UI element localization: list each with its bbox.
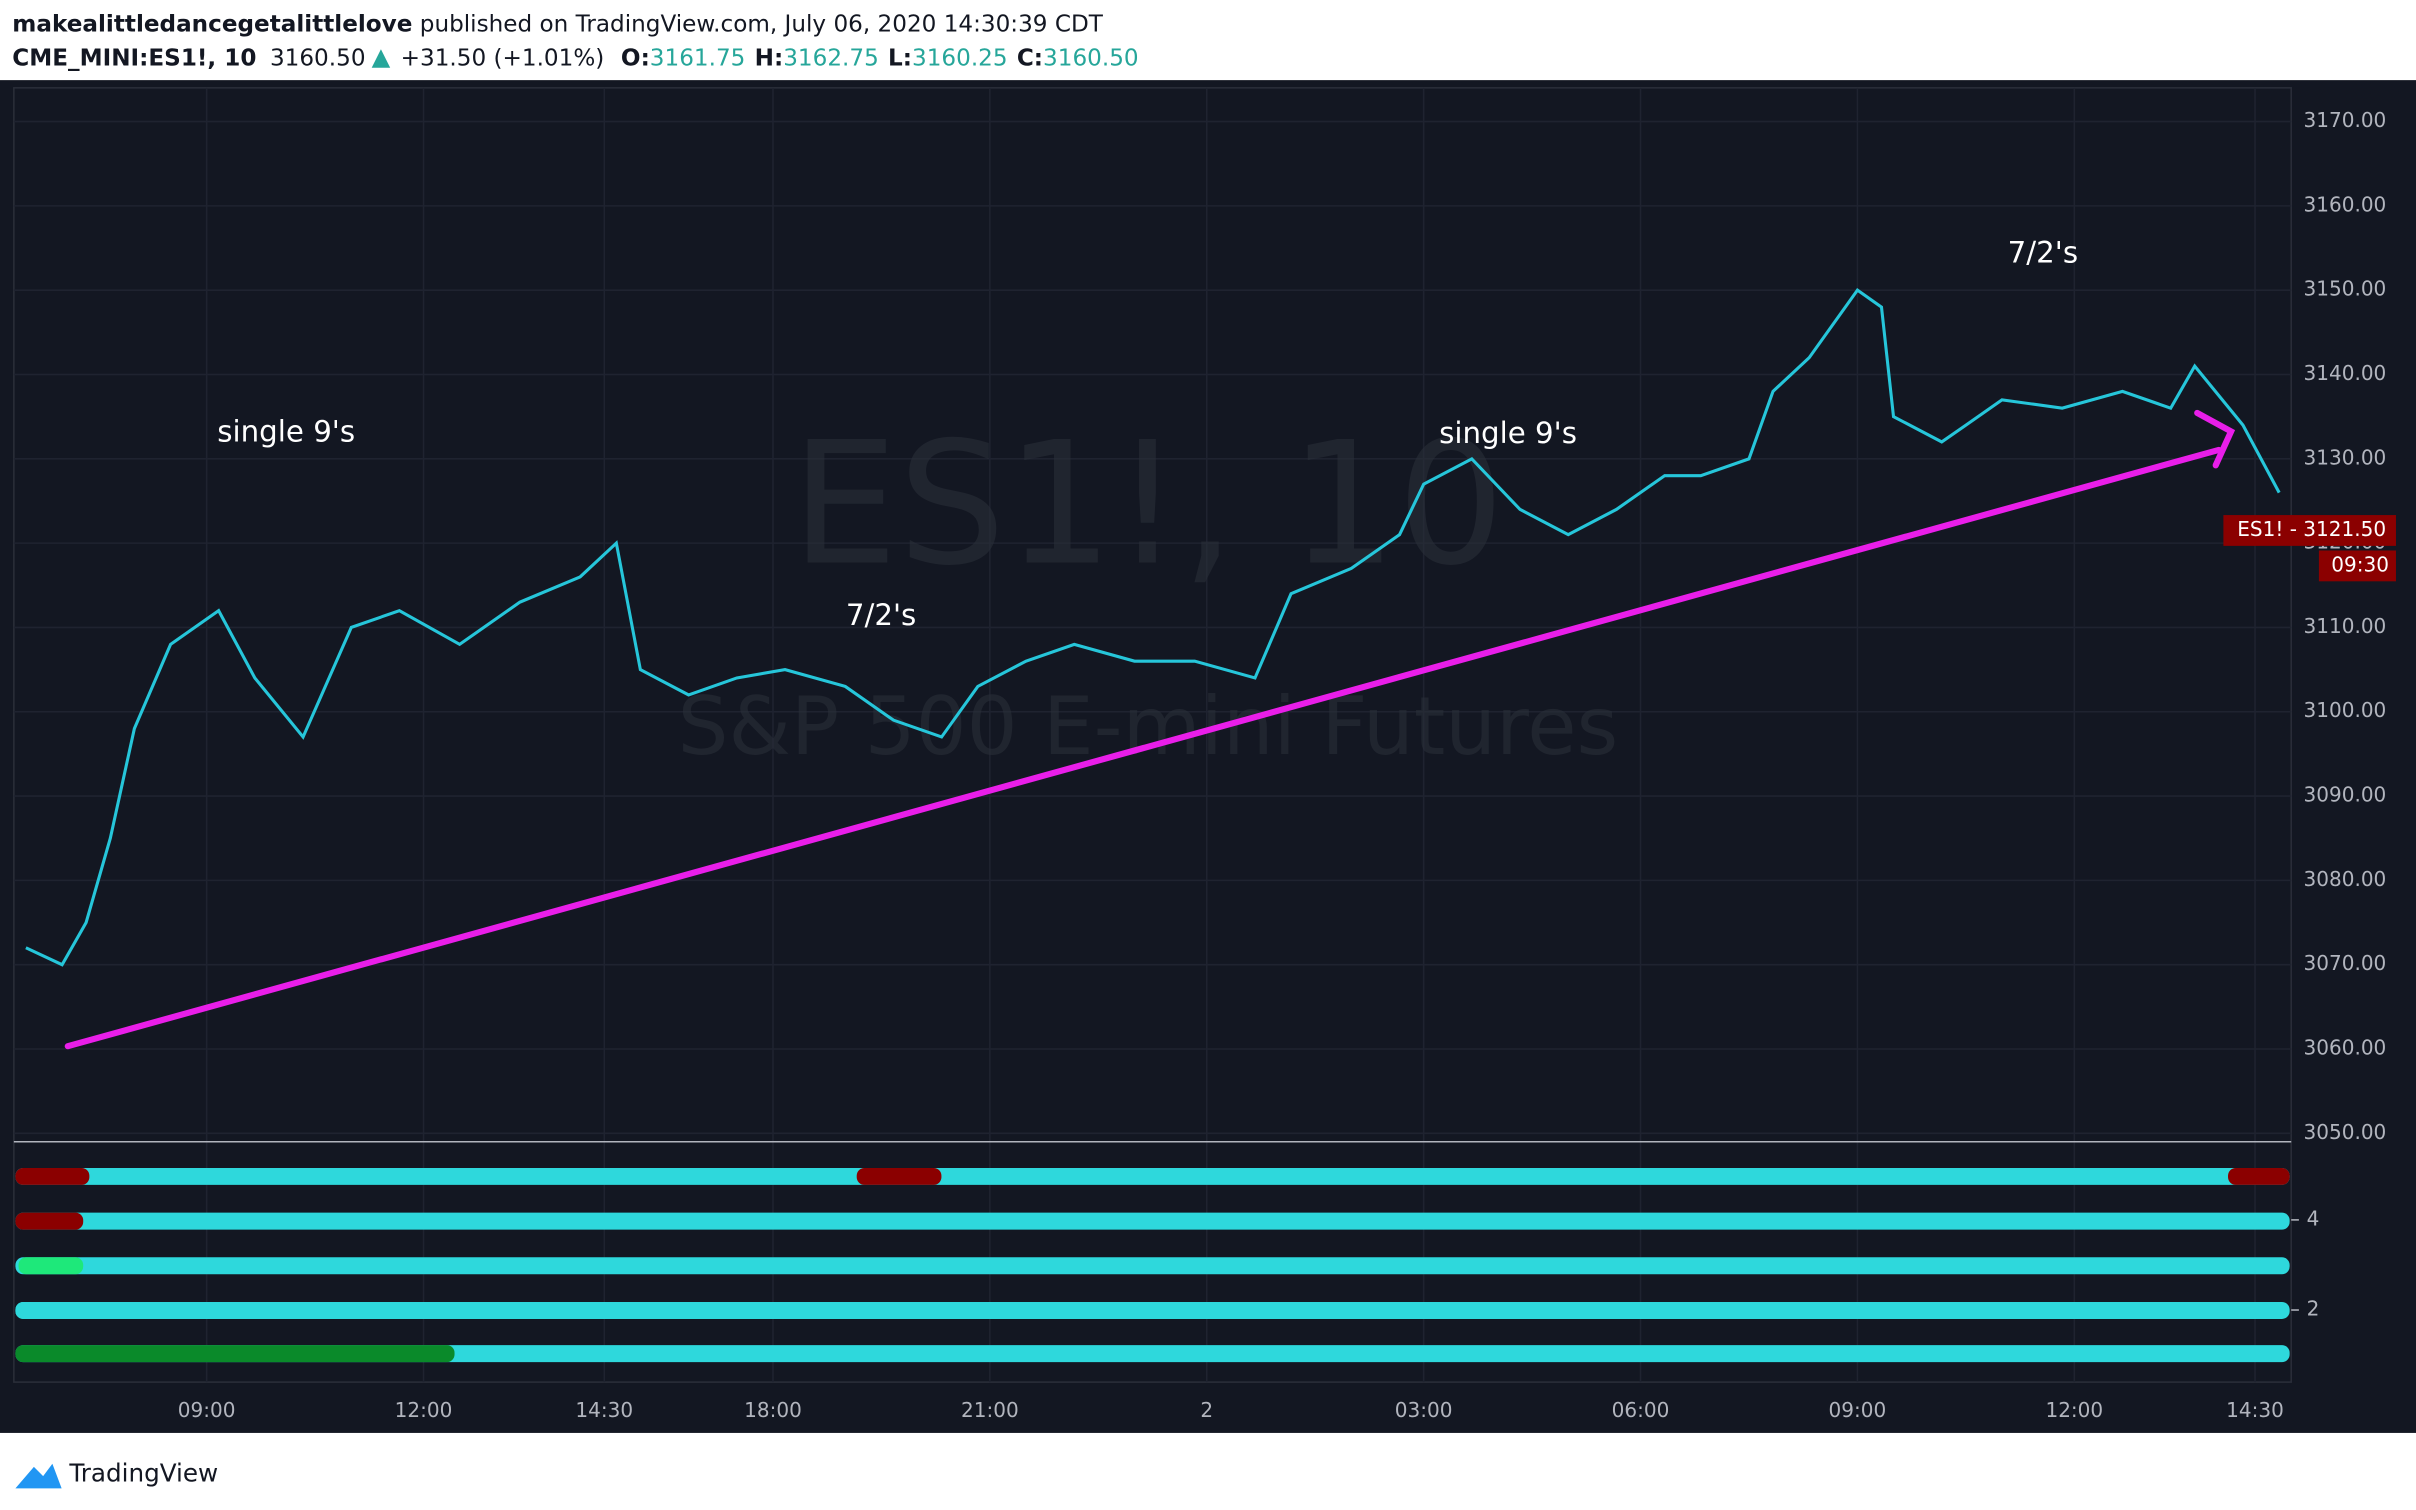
annotation: single 9's <box>1439 416 1577 450</box>
dot-row-segment <box>15 1212 84 1230</box>
symbol: CME_MINI:ES1!, 10 <box>12 45 256 71</box>
dot-row-segment <box>18 1257 84 1275</box>
x-tick-label: 18:00 <box>744 1398 802 1422</box>
y-tick-label: 3130.00 <box>2304 445 2387 469</box>
y-tick-label: 3060.00 <box>2304 1036 2387 1060</box>
y-tick-label: 3070.00 <box>2304 951 2387 975</box>
dot-row <box>15 1212 2290 1230</box>
annotation: 7/2's <box>846 598 916 632</box>
y-tick-label: 2 <box>2307 1297 2320 1321</box>
trend-drawing <box>64 409 2236 1050</box>
x-tick-label: 09:00 <box>178 1398 236 1422</box>
x-tick-label: 09:00 <box>1829 1398 1887 1422</box>
ohlc-label: L: <box>888 45 912 71</box>
dot-row-segment <box>15 1301 302 1319</box>
countdown-bg <box>2318 550 2396 582</box>
ohlc-value: 3160.50 <box>1043 45 1139 71</box>
symbol-line: CME_MINI:ES1!, 10 3160.50 +31.50 (+1.01%… <box>12 45 1138 71</box>
price-tag <box>2223 515 2396 546</box>
price-tag-label: ES1! - 3121.50 <box>2237 517 2386 541</box>
dot-row-segment <box>2228 1167 2290 1185</box>
published: published on TradingView.com, July 06, 2… <box>420 11 1104 37</box>
dot-row <box>15 1257 2290 1275</box>
author: makealittledancegetalittlelove <box>12 11 412 37</box>
logo <box>15 1463 62 1489</box>
ohlc-value: 3161.75 <box>650 45 746 71</box>
dot-row <box>15 1167 2290 1185</box>
countdown: 09:30 <box>2331 552 2389 576</box>
y-tick-label: 4 <box>2307 1206 2320 1230</box>
watermark: ES1!, 10 <box>791 406 1505 603</box>
brand: TradingView <box>68 1459 218 1488</box>
ohlc: O:3161.75 H:3162.75 L:3160.25 C:3160.50 <box>621 45 1139 71</box>
dot-row-segment <box>856 1167 942 1185</box>
watermark-subtitle: S&P 500 E-mini Futures <box>678 680 1619 773</box>
price-line <box>25 287 2281 967</box>
ohlc-value: 3160.25 <box>912 45 1008 71</box>
dot-row <box>15 1301 2290 1319</box>
x-tick-label: 2 <box>1200 1398 1213 1422</box>
y-tick-label: 3100.00 <box>2304 698 2387 722</box>
x-tick-label: 14:30 <box>2226 1398 2284 1422</box>
ohlc-label: C: <box>1017 45 1043 71</box>
header-line: makealittledancegetalittlelove published… <box>12 11 1103 37</box>
x-tick-label: 12:00 <box>2045 1398 2103 1422</box>
footer-bg <box>0 1432 2416 1510</box>
x-tick-label: 14:30 <box>575 1398 633 1422</box>
x-tick-label: 03:00 <box>1395 1398 1453 1422</box>
chart-bg <box>0 80 2416 1433</box>
change: +31.50 (+1.01%) <box>401 45 605 71</box>
up-arrow <box>371 49 391 68</box>
y-tick-label: 3150.00 <box>2304 277 2387 301</box>
y-tick-label: 3110.00 <box>2304 614 2387 638</box>
trend-arrowhead <box>2194 409 2236 469</box>
y-tick-label: 3080.00 <box>2304 867 2387 891</box>
y-tick-label: 3140.00 <box>2304 361 2387 385</box>
grid <box>13 87 2292 1383</box>
y-tick-label: 3090.00 <box>2304 783 2387 807</box>
ohlc-value: 3162.75 <box>783 45 879 71</box>
annotation: 7/2's <box>2008 236 2078 270</box>
plot <box>25 287 2281 967</box>
dot-row-segment <box>15 1167 90 1185</box>
dot-row-segment <box>15 1345 455 1363</box>
ohlc-label: O: <box>621 45 650 71</box>
trend-line <box>64 446 2222 1050</box>
y-tick-label: 3170.00 <box>2304 108 2387 132</box>
x-tick-label: 12:00 <box>395 1398 453 1422</box>
annotation: single 9's <box>217 414 355 448</box>
y-tick-label: 3160.00 <box>2304 192 2387 216</box>
ohlc-label: H: <box>755 45 784 71</box>
indicator-rows <box>15 1167 2290 1363</box>
x-tick-label: 06:00 <box>1612 1398 1670 1422</box>
y-tick-label: 3050.00 <box>2304 1120 2387 1144</box>
dot-row <box>15 1345 2290 1363</box>
last-price: 3160.50 <box>270 45 366 71</box>
pane-frame <box>13 87 2292 1383</box>
x-tick-label: 21:00 <box>961 1398 1019 1422</box>
